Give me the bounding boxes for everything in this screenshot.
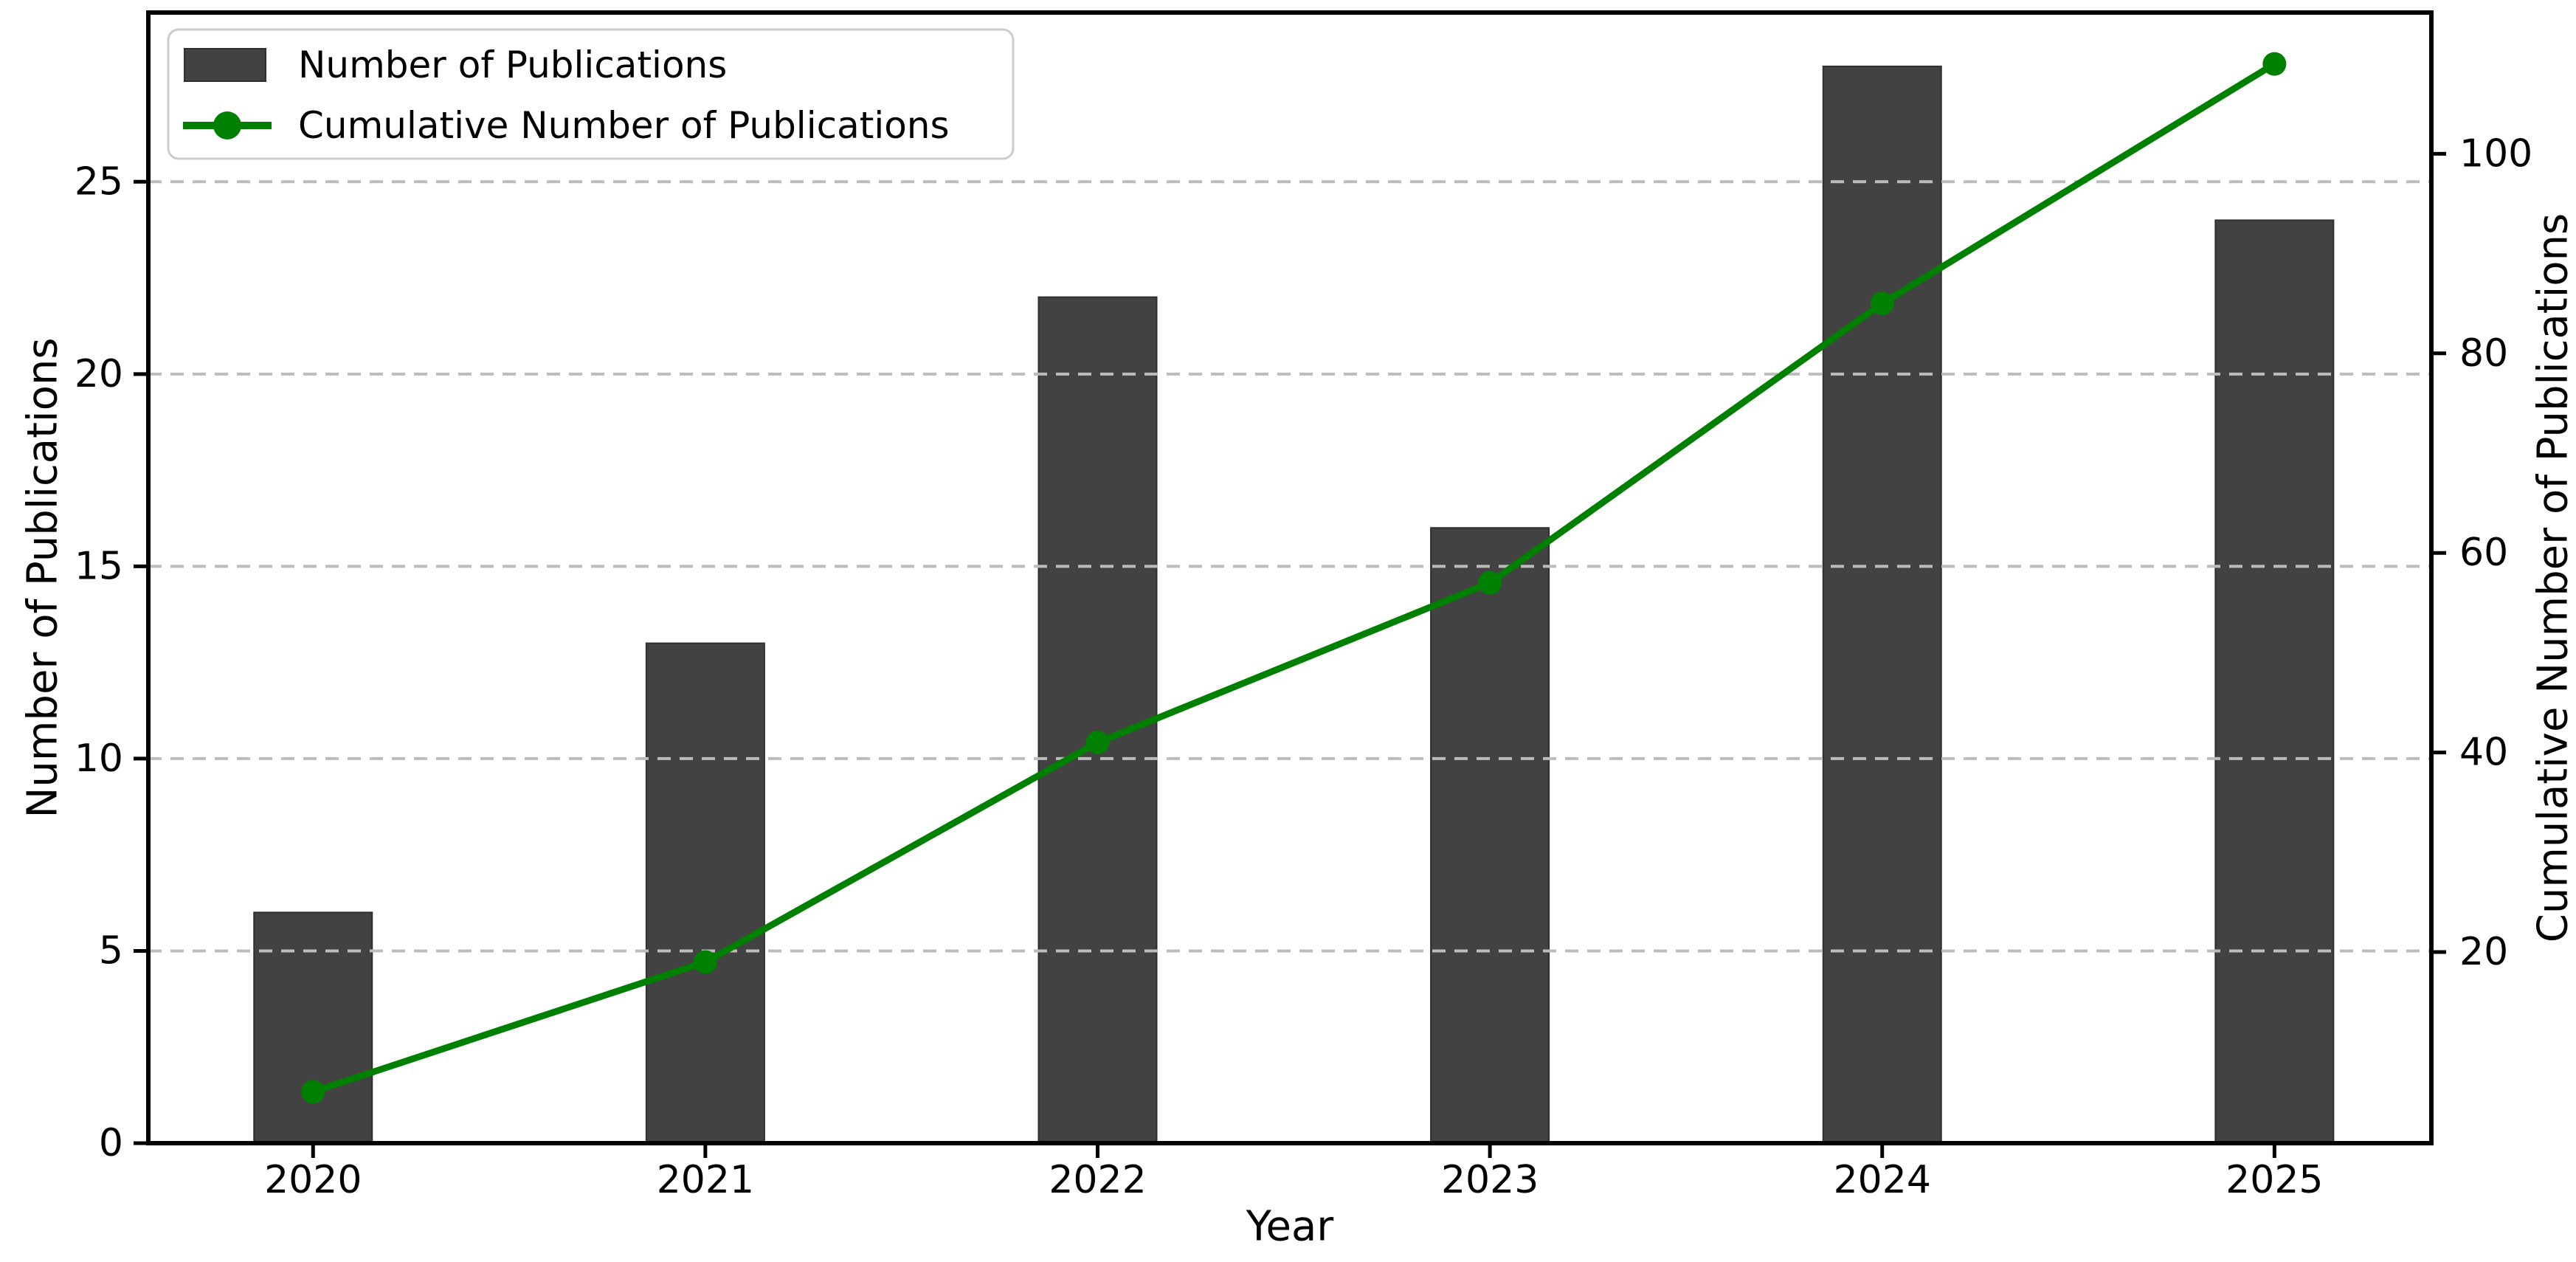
left-tick-label-20: 20 bbox=[75, 352, 123, 396]
left-tick-label-0: 0 bbox=[99, 1121, 123, 1165]
right-tick-label-60: 60 bbox=[2459, 531, 2508, 575]
cumulative-marker-2023 bbox=[1478, 570, 1502, 595]
bar-2021 bbox=[645, 642, 765, 1144]
left-tick-label-10: 10 bbox=[75, 737, 123, 781]
plot-frame bbox=[146, 10, 2434, 1145]
legend-label-cumulative: Cumulative Number of Publications bbox=[298, 104, 950, 147]
left-tick-label-15: 15 bbox=[75, 544, 123, 588]
right-y-axis-label: Cumulative Number of Publications bbox=[2530, 213, 2576, 942]
right-tick-label-80: 80 bbox=[2459, 331, 2508, 376]
right-tick-label-40: 40 bbox=[2459, 731, 2508, 775]
cumulative-line bbox=[309, 61, 2278, 1095]
bar-2024 bbox=[1822, 65, 1942, 1144]
legend-bar-swatch-icon bbox=[184, 48, 266, 82]
cumulative-marker-2020 bbox=[301, 1080, 325, 1104]
x-tick-label-2025: 2025 bbox=[2225, 1158, 2323, 1202]
x-tick-label-2020: 2020 bbox=[264, 1158, 362, 1202]
legend-label-bars: Number of Publications bbox=[298, 44, 727, 86]
cumulative-marker-2024 bbox=[1870, 292, 1894, 316]
x-tick-label-2024: 2024 bbox=[1834, 1158, 1931, 1202]
x-axis-label: Year bbox=[1246, 1203, 1335, 1251]
right-tick-label-20: 20 bbox=[2459, 930, 2508, 974]
bar-2022 bbox=[1037, 296, 1158, 1144]
left-tick-label-5: 5 bbox=[99, 928, 123, 973]
legend-circle-marker-icon bbox=[213, 111, 241, 139]
cumulative-marker-2025 bbox=[2262, 52, 2287, 76]
bar-2023 bbox=[1430, 527, 1550, 1144]
right-tick-label-100: 100 bbox=[2459, 131, 2532, 176]
left-y-axis-label: Number of Publications bbox=[19, 337, 67, 818]
x-tick-label-2023: 2023 bbox=[1441, 1158, 1539, 1202]
bar-2025 bbox=[2214, 219, 2335, 1145]
x-tick-label-2022: 2022 bbox=[1049, 1158, 1146, 1202]
cumulative-marker-2022 bbox=[1085, 731, 1110, 755]
left-tick-label-25: 25 bbox=[75, 159, 123, 204]
legend-box bbox=[167, 28, 1015, 160]
bar-2020 bbox=[253, 911, 373, 1144]
grid-layer bbox=[148, 180, 2431, 953]
cumulative-marker-2021 bbox=[693, 950, 717, 974]
cumulative-line-layer bbox=[301, 52, 2287, 1104]
legend: Number of Publications Cumulative Number… bbox=[167, 28, 1015, 160]
x-tick-label-2021: 2021 bbox=[657, 1158, 754, 1202]
